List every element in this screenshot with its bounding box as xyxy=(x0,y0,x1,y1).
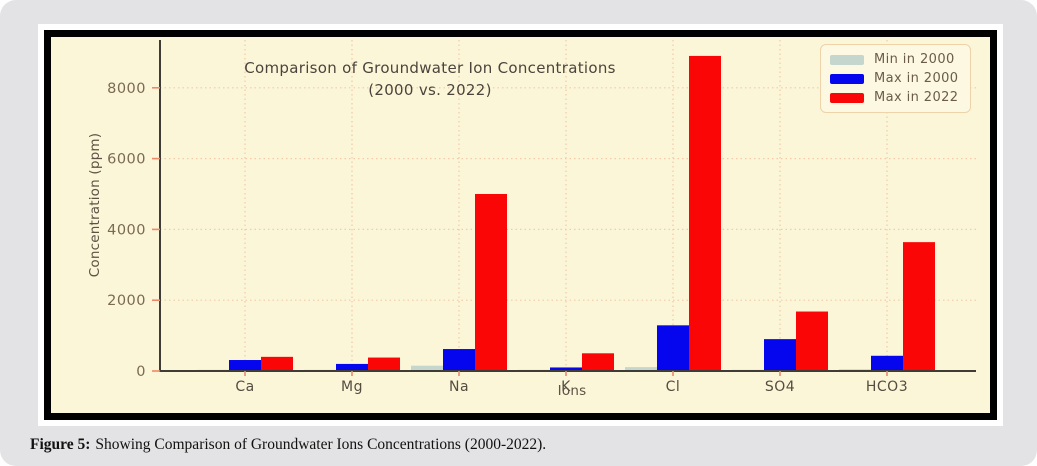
chart-title-line2: (2000 vs. 2022) xyxy=(368,81,492,99)
bar-max-in-2022-HCO3 xyxy=(903,242,935,371)
bar-chart: 0 2000 4000 6000 8000 Ca Mg Na K Cl SO4 HCO3 xyxy=(107,40,976,395)
figure-caption-text: Showing Comparison of Groundwater Ions C… xyxy=(95,436,547,453)
x-tick-label-Na: Na xyxy=(449,379,469,395)
bar-max-in-2022-Cl xyxy=(689,55,721,371)
x-axis-label: Ions xyxy=(557,383,587,399)
y-tick-label-6000: 6000 xyxy=(107,152,146,168)
bar-max-in-2022-Mg xyxy=(368,357,400,371)
legend-swatch-max-2000 xyxy=(830,73,864,84)
bar-max-in-2022-K xyxy=(582,353,614,371)
bar-min-in-2000-Na xyxy=(411,365,443,371)
legend-label-max-2022: Max in 2022 xyxy=(874,90,959,105)
x-tick-label-Cl: Cl xyxy=(666,379,681,395)
bar-max-in-2000-Mg xyxy=(336,363,368,371)
figure-caption-label: Figure 5: xyxy=(30,436,91,453)
x-tick-label-Mg: Mg xyxy=(341,379,363,395)
legend-item-min-2000: Min in 2000 xyxy=(830,52,958,67)
bar-min-in-2000-Cl xyxy=(625,367,657,371)
y-tick-label-8000: 8000 xyxy=(107,81,146,97)
chart-title-line1: Comparison of Groundwater Ion Concentrat… xyxy=(244,59,616,77)
bar-max-in-2000-SO4 xyxy=(764,339,796,371)
legend-label-min-2000: Min in 2000 xyxy=(874,52,955,67)
bar-max-in-2022-Na xyxy=(475,193,507,371)
legend-item-max-2022: Max in 2022 xyxy=(830,90,958,105)
bar-max-in-2000-HCO3 xyxy=(871,355,903,371)
chart-title: Comparison of Groundwater Ion Concentrat… xyxy=(244,57,616,101)
x-tick-label-HCO3: HCO3 xyxy=(866,379,908,395)
y-tick-label-4000: 4000 xyxy=(107,222,146,238)
legend-swatch-min-2000 xyxy=(830,54,864,65)
bar-max-in-2022-Ca xyxy=(261,356,293,371)
figure-frame: 0 2000 4000 6000 8000 Ca Mg Na K Cl SO4 HCO3 Compar… xyxy=(44,30,997,420)
y-tick-label-0: 0 xyxy=(136,364,146,380)
bar-max-in-2000-Na xyxy=(443,349,475,371)
legend-swatch-max-2022 xyxy=(830,92,864,103)
x-tick-label-K: K xyxy=(561,379,571,395)
bar-max-in-2000-K xyxy=(550,367,582,371)
legend-item-max-2000: Max in 2000 xyxy=(830,71,958,86)
bar-max-in-2000-Ca xyxy=(229,360,261,371)
x-tick-label-Ca: Ca xyxy=(235,379,254,395)
y-tick-label-2000: 2000 xyxy=(107,293,146,309)
bar-max-in-2022-SO4 xyxy=(796,311,828,371)
bar-max-in-2000-Cl xyxy=(657,325,689,371)
y-axis-label: Concentration (ppm) xyxy=(87,132,103,278)
legend-label-max-2000: Max in 2000 xyxy=(874,71,959,86)
x-tick-label-SO4: SO4 xyxy=(765,379,795,395)
figure-caption: Figure 5: Showing Comparison of Groundwat… xyxy=(30,436,546,454)
legend: Min in 2000 Max in 2000 Max in 2022 xyxy=(820,44,972,113)
